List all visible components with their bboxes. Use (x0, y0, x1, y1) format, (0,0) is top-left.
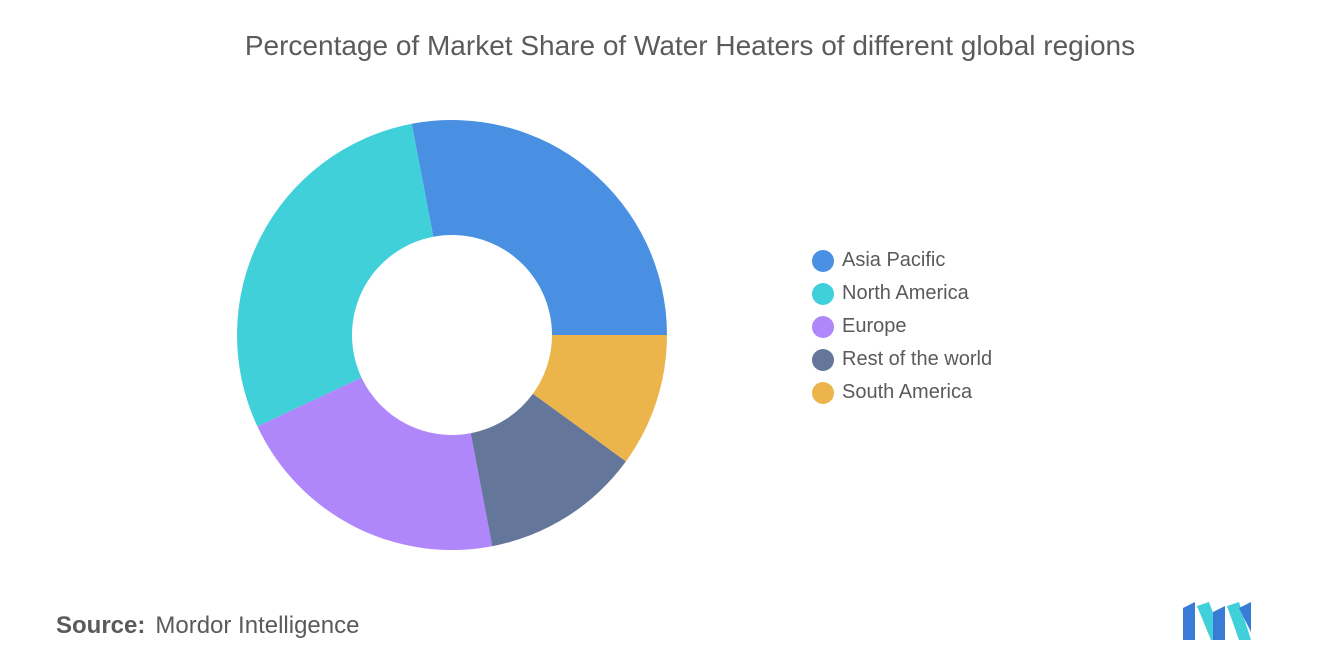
legend-item[interactable]: Rest of the world (812, 343, 1112, 376)
donut-slice-north-america[interactable] (236, 123, 434, 427)
legend-item[interactable]: South America (812, 376, 1112, 409)
donut-slice-south-america[interactable] (532, 335, 667, 462)
chart-legend: Asia Pacific North America Europe Rest o… (812, 244, 1112, 409)
chart-title: Percentage of Market Share of Water Heat… (244, 30, 1136, 61)
donut-slices (236, 120, 667, 550)
donut-slice-rest-of-the-world[interactable] (470, 393, 626, 547)
legend-label: Rest of the world (842, 348, 993, 370)
legend-label: South America (842, 381, 973, 403)
legend-item[interactable]: North America (812, 277, 1112, 310)
legend-swatch-icon (812, 315, 834, 338)
legend-swatch-icon (812, 282, 834, 305)
source-text: Mordor Intelligence (155, 612, 360, 639)
legend-item[interactable]: Europe (812, 310, 1112, 343)
legend-swatch-icon (812, 348, 834, 371)
donut-slice-europe[interactable] (257, 377, 493, 550)
legend-swatch-icon (812, 249, 834, 272)
mordor-intelligence-logo-icon (1183, 602, 1251, 640)
legend-label: Europe (842, 315, 907, 337)
legend-item[interactable]: Asia Pacific (812, 244, 1112, 277)
legend-swatch-icon (812, 381, 834, 404)
donut-slice-asia-pacific[interactable] (411, 120, 667, 335)
legend-label: Asia Pacific (842, 249, 946, 271)
source-note: Source: Mordor Intelligence (56, 612, 359, 640)
legend-label: North America (842, 282, 969, 304)
source-label: Source: (56, 612, 146, 639)
